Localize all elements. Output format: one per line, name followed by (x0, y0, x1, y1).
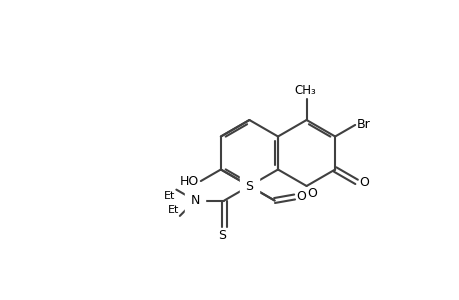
Text: Et: Et (167, 205, 179, 215)
Text: Br: Br (356, 118, 370, 131)
Text: HO: HO (179, 175, 198, 188)
Text: Et: Et (164, 190, 175, 201)
Text: O: O (307, 187, 317, 200)
Text: O: O (359, 176, 369, 189)
Text: N: N (190, 194, 200, 207)
Text: S: S (245, 179, 253, 193)
Text: O: O (296, 190, 306, 203)
Text: CH₃: CH₃ (294, 84, 316, 97)
Text: S: S (218, 229, 226, 242)
